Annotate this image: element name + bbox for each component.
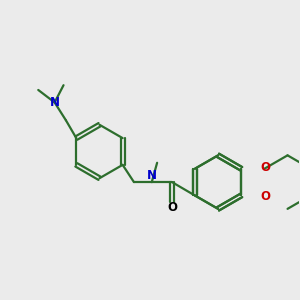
Text: N: N: [147, 169, 157, 182]
Text: O: O: [260, 161, 270, 174]
Text: O: O: [260, 190, 270, 203]
Text: O: O: [167, 201, 177, 214]
Text: N: N: [50, 96, 60, 109]
